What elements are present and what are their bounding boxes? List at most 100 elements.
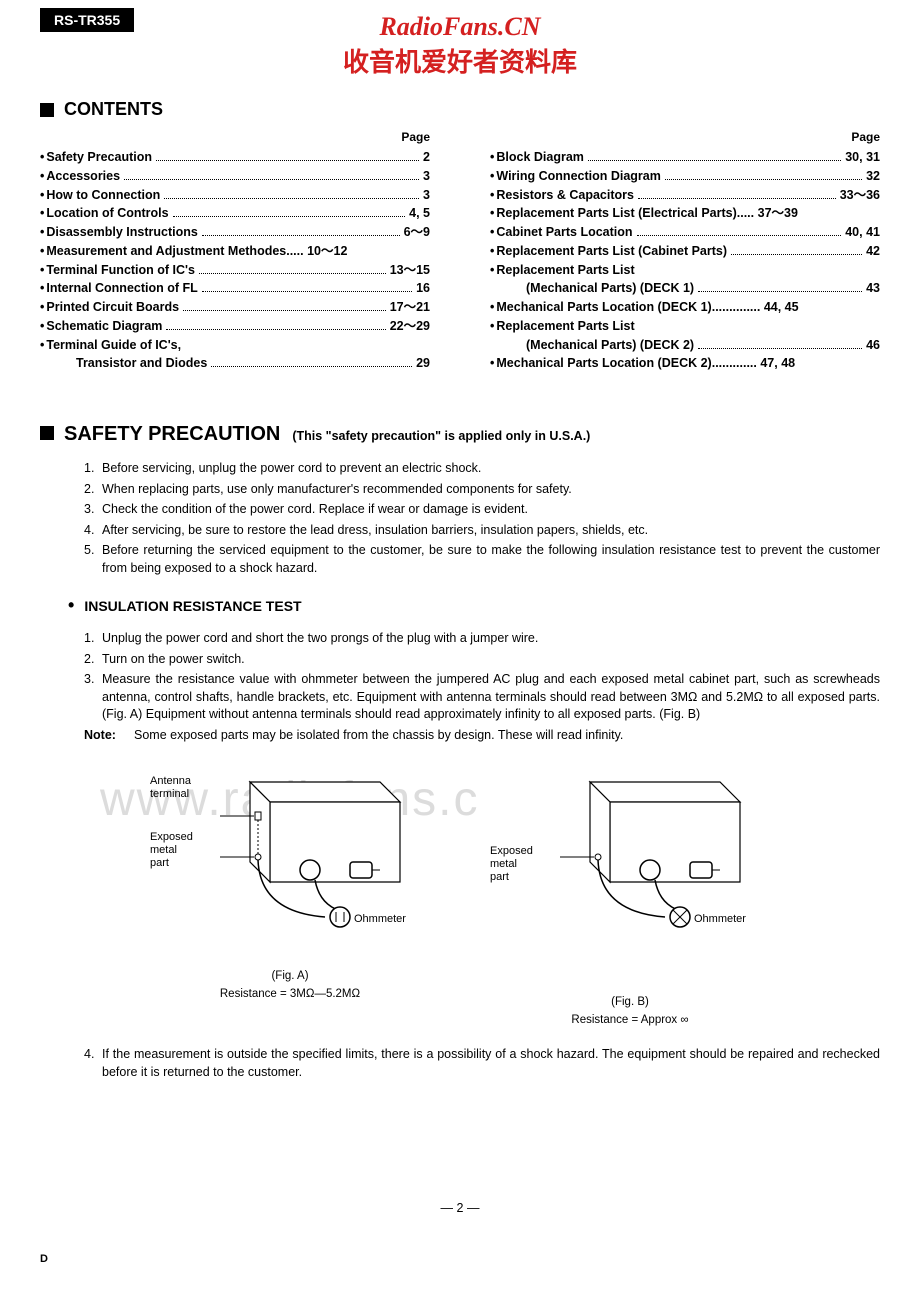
toc-row: •Schematic Diagram22～29	[40, 317, 430, 336]
ohmmeter-label: Ohmmeter	[694, 913, 746, 925]
safety-item: 5.Before returning the serviced equipmen…	[84, 542, 880, 577]
toc-page: 2	[423, 148, 430, 167]
figure-area: www.radiofans.c	[40, 762, 880, 1027]
toc-dots	[698, 291, 862, 292]
toc-row: •Replacement Parts List (Electrical Part…	[490, 204, 880, 223]
toc-title: Printed Circuit Boards	[46, 298, 179, 317]
toc-page: 37～39	[758, 204, 798, 223]
toc-row: •Terminal Function of IC's13～15	[40, 261, 430, 280]
safety-heading: SAFETY PRECAUTION (This "safety precauti…	[40, 423, 880, 446]
bullet-icon: •	[490, 298, 494, 317]
watermark-header: RadioFans.CN 收音机爱好者资料库	[40, 12, 880, 79]
bullet-icon: •	[40, 148, 44, 167]
toc-dots	[156, 160, 419, 161]
bullet-icon: •	[490, 204, 494, 223]
toc-title: Replacement Parts List	[496, 317, 634, 336]
toc-title: How to Connection	[46, 186, 160, 205]
ohmmeter-label: Ohmmeter	[354, 913, 406, 925]
toc-dots	[166, 329, 385, 330]
bullet-icon: •	[490, 242, 494, 261]
toc-row: •Internal Connection of FL 16	[40, 279, 430, 298]
toc-page: 42	[866, 242, 880, 261]
toc: Page •Safety Precaution2•Accessories3•Ho…	[40, 130, 880, 373]
bullet-icon: •	[68, 595, 74, 616]
toc-title: Replacement Parts List (Electrical Parts…	[496, 204, 754, 223]
toc-dots	[164, 198, 419, 199]
toc-title: Terminal Guide of IC's,	[46, 336, 181, 355]
toc-title: Measurement and Adjustment Methodes.....	[46, 242, 303, 261]
toc-page: 3	[423, 186, 430, 205]
insulation-list: 1.Unplug the power cord and short the tw…	[40, 630, 880, 724]
toc-title: Mechanical Parts Location (DECK 2)......…	[496, 354, 756, 373]
bullet-icon: •	[40, 298, 44, 317]
page-number: — 2 —	[40, 1201, 880, 1215]
toc-page: 40, 41	[845, 223, 880, 242]
toc-page: 16	[416, 279, 430, 298]
bullet-icon: •	[40, 223, 44, 242]
toc-dots	[588, 160, 841, 161]
figure-b: Ohmmeter Exposedmetalpart (Fig. B) Resis…	[490, 762, 770, 1027]
toc-page: 32	[866, 167, 880, 186]
insulation-item: 1.Unplug the power cord and short the tw…	[84, 630, 880, 648]
page-header-right: Page	[490, 130, 880, 144]
insulation-item: 2.Turn on the power switch.	[84, 651, 880, 669]
toc-title: Accessories	[46, 167, 120, 186]
toc-row: •Disassembly Instructions6～9	[40, 223, 430, 242]
toc-row: •Replacement Parts List	[490, 261, 880, 280]
bullet-icon: •	[40, 279, 44, 298]
toc-title: Location of Controls	[46, 204, 168, 223]
bullet-icon: •	[40, 186, 44, 205]
bullet-icon: •	[490, 317, 494, 336]
square-icon	[40, 426, 54, 440]
toc-row: •Mechanical Parts Location (DECK 2).....…	[490, 354, 880, 373]
bullet-icon: •	[490, 186, 494, 205]
watermark-line2: 收音机爱好者资料库	[40, 42, 880, 79]
toc-row: •Printed Circuit Boards17～21	[40, 298, 430, 317]
insulation-heading: • INSULATION RESISTANCE TEST	[40, 595, 880, 616]
toc-page: 30, 31	[845, 148, 880, 167]
toc-dots	[202, 291, 412, 292]
toc-title: (Mechanical Parts) (DECK 2)	[526, 336, 694, 355]
model-badge: RS-TR355	[40, 8, 134, 32]
toc-dots	[698, 348, 862, 349]
toc-dots	[638, 198, 836, 199]
toc-row: •Wiring Connection Diagram32	[490, 167, 880, 186]
toc-title: Replacement Parts List (Cabinet Parts)	[496, 242, 727, 261]
toc-row: (Mechanical Parts) (DECK 2)46	[490, 336, 880, 355]
fig-b-caption: (Fig. B)	[490, 996, 770, 1008]
page-header-left: Page	[40, 130, 430, 144]
toc-page: 44, 45	[764, 298, 799, 317]
bullet-icon: •	[490, 167, 494, 186]
toc-title: Safety Precaution	[46, 148, 152, 167]
toc-row: •Safety Precaution 2	[40, 148, 430, 167]
toc-title: Schematic Diagram	[46, 317, 162, 336]
insulation-note: Note: Some exposed parts may be isolated…	[40, 728, 880, 742]
toc-row: •Location of Controls4, 5	[40, 204, 430, 223]
toc-dots	[211, 366, 412, 367]
toc-title: Block Diagram	[496, 148, 584, 167]
toc-row: •Replacement Parts List (Cabinet Parts) 4…	[490, 242, 880, 261]
bullet-icon: •	[490, 148, 494, 167]
note-label: Note:	[84, 728, 134, 742]
toc-dots	[173, 216, 406, 217]
toc-dots	[199, 273, 386, 274]
toc-title: (Mechanical Parts) (DECK 1)	[526, 279, 694, 298]
toc-page: 43	[866, 279, 880, 298]
toc-title: Internal Connection of FL	[46, 279, 197, 298]
toc-page: 22～29	[390, 317, 430, 336]
bullet-icon: •	[40, 336, 44, 355]
toc-right: Page •Block Diagram30, 31•Wiring Connect…	[490, 130, 880, 373]
toc-row: •Terminal Guide of IC's,	[40, 336, 430, 355]
toc-dots	[731, 254, 862, 255]
figure-a: Ohmmeter Antennaterminal Exposedmetalpar…	[150, 762, 430, 1027]
bullet-icon: •	[490, 223, 494, 242]
safety-item: 2.When replacing parts, use only manufac…	[84, 481, 880, 499]
toc-row: •Cabinet Parts Location 40, 41	[490, 223, 880, 242]
toc-page: 13～15	[390, 261, 430, 280]
watermark-line1: RadioFans.CN	[40, 12, 880, 42]
toc-row: (Mechanical Parts) (DECK 1) 43	[490, 279, 880, 298]
toc-title: Cabinet Parts Location	[496, 223, 632, 242]
fig-b-resistance: Resistance = Approx ∞	[490, 1014, 770, 1026]
toc-row: •Replacement Parts List	[490, 317, 880, 336]
bullet-icon: •	[40, 242, 44, 261]
